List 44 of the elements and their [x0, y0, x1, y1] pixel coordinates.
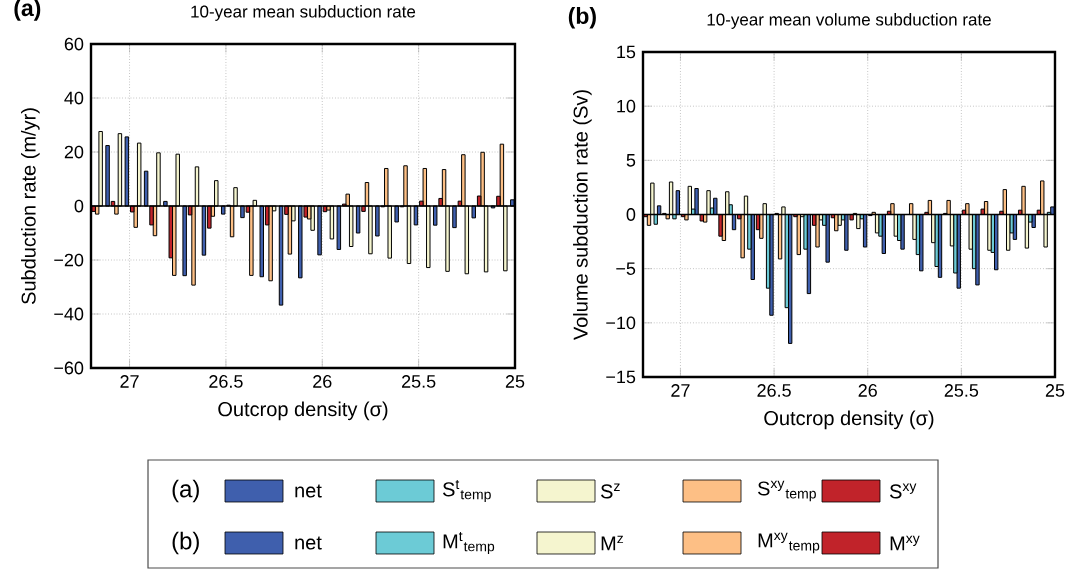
- x-tick-label: 25.5: [944, 384, 979, 397]
- y-tick-label: 10: [617, 99, 636, 113]
- y-axis-title: Subduction rate (m/yr): [21, 108, 40, 305]
- legend-label: M$^{z}$: [601, 535, 624, 551]
- y-tick-label: 40: [64, 91, 84, 105]
- legend-label: S$^{xy}$temp: [757, 480, 816, 502]
- legend-title: (a): [172, 479, 199, 503]
- chart-title: 10-year mean subduction rate: [191, 5, 416, 21]
- y-tick-label: 5: [626, 154, 636, 167]
- legend-label: S$^{t}$temp: [442, 479, 491, 503]
- y-tick-label: −60: [54, 361, 84, 375]
- y-tick-label: −40: [54, 307, 84, 321]
- x-tick-label: 27: [671, 384, 690, 397]
- y-tick-label: 0: [626, 208, 636, 221]
- x-axis-title: Outcrop density (σ): [764, 410, 934, 430]
- legend-label: M$^{xy}$temp: [758, 532, 820, 554]
- y-tick-label: 60: [64, 37, 84, 51]
- x-axis-title: Outcrop density (σ): [218, 401, 388, 421]
- legend-label: S$^{xy}$: [889, 483, 917, 499]
- legend-label: S$^{z}$: [600, 483, 620, 499]
- y-tick-label: −5: [616, 262, 636, 275]
- y-tick-label: 15: [617, 45, 636, 59]
- x-tick-label: 26.5: [757, 384, 791, 397]
- x-tick-label: 26.5: [209, 375, 243, 388]
- y-tick-label: 0: [74, 199, 84, 213]
- x-tick-label: 25.5: [402, 375, 436, 388]
- y-tick-label: −20: [54, 253, 84, 267]
- legend-label: net: [295, 484, 322, 498]
- x-tick-label: 26: [313, 375, 332, 388]
- y-tick-label: −15: [606, 370, 636, 384]
- x-tick-label: 25: [1045, 384, 1065, 397]
- x-tick-label: 27: [120, 375, 139, 388]
- y-tick-label: 20: [64, 145, 84, 159]
- chart-title: 10-year mean volume subduction rate: [707, 13, 991, 29]
- legend-label: net: [295, 536, 322, 550]
- text: (b): [568, 7, 596, 29]
- y-tick-label: −10: [606, 316, 636, 330]
- legend-title: (b): [172, 531, 199, 555]
- legend-label: M$^{xy}$: [890, 535, 920, 551]
- y-axis-title: Volume subduction rate (Sv): [573, 90, 592, 341]
- text: (a): [14, 0, 41, 21]
- x-tick-label: 26: [858, 384, 877, 397]
- x-tick-label: 25: [505, 375, 525, 388]
- legend-label: M$^{t}$temp: [443, 531, 495, 555]
